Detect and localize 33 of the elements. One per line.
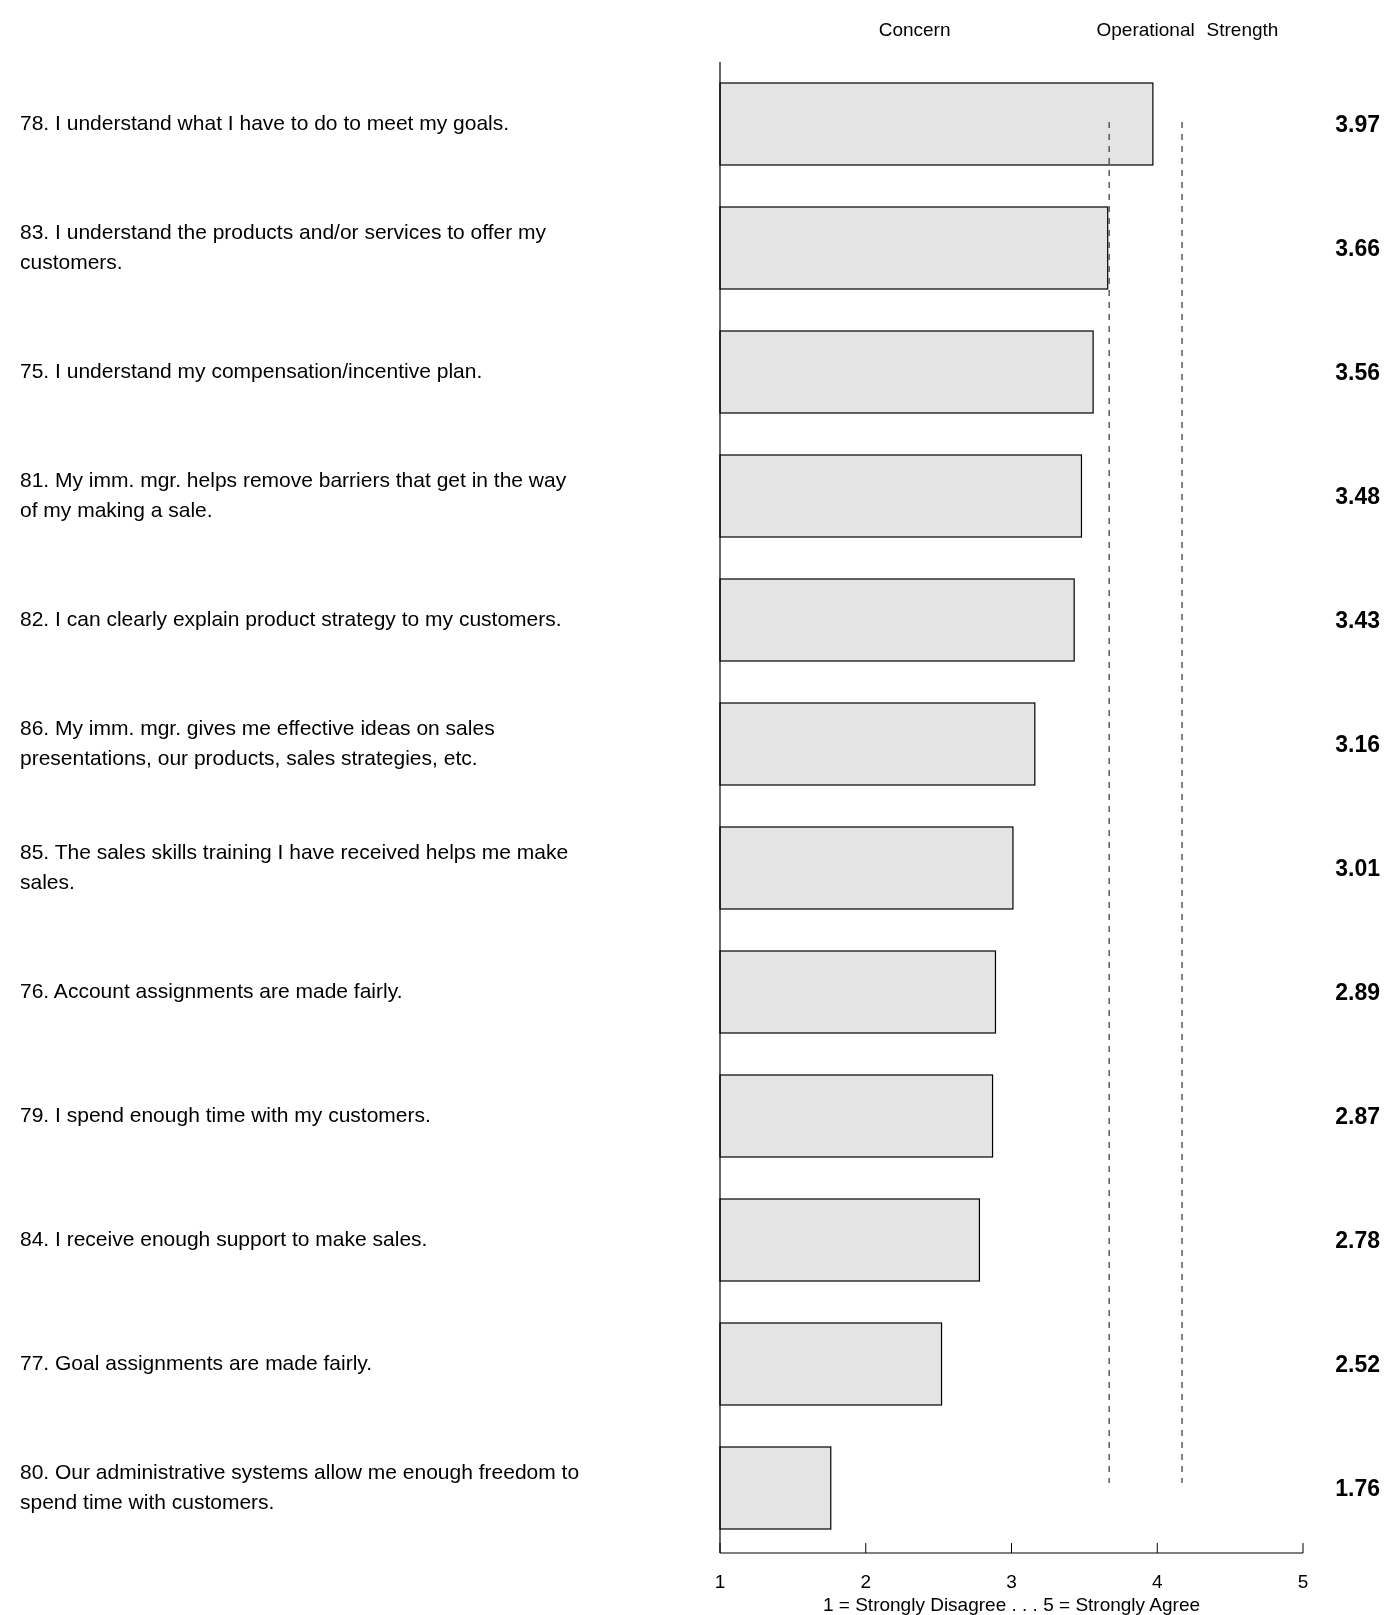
- data-label: 3.66: [1335, 235, 1380, 261]
- y-tick-label: 77. Goal assignments are made fairly.: [20, 1351, 373, 1374]
- y-tick-label: 78. I understand what I have to do to meet my goals.: [20, 111, 510, 134]
- data-label: 3.97: [1335, 111, 1380, 137]
- data-label: 3.48: [1335, 483, 1381, 509]
- y-tick-label: 79. I spend enough time with my customers.: [20, 1103, 431, 1126]
- x-tick-label: 4: [1151, 1571, 1163, 1592]
- y-tick-label: 76. Account assignments are made fairly.: [20, 979, 403, 1002]
- y-tick-label: 86. My imm. mgr. gives me effective ideas on sales presentations, our products, sales strategies, etc.: [20, 716, 495, 769]
- x-tick-label: 2: [860, 1571, 872, 1592]
- text: Operational: [1096, 19, 1195, 40]
- text: Concern: [878, 19, 951, 40]
- data-label: 2.89: [1335, 979, 1380, 1005]
- data-label: 3.01: [1335, 855, 1381, 881]
- x-tick-label: 3: [1006, 1571, 1017, 1592]
- x-tick-label: 1: [714, 1571, 726, 1592]
- text: Strength: [1206, 19, 1279, 40]
- y-tick-label: 81. My imm. mgr. helps remove barriers that get in the way of my making a sale.: [20, 468, 567, 521]
- data-label: 1.76: [1335, 1475, 1380, 1501]
- data-label: 3.43: [1335, 607, 1380, 633]
- y-tick-label: 75. I understand my compensation/incentive plan.: [20, 359, 483, 382]
- y-tick-label: 82. I can clearly explain product strategy to my customers.: [20, 607, 562, 630]
- x-axis-title: 1 = Strongly Disagree . . . 5 = Strongly Agree: [822, 1594, 1201, 1615]
- data-label: 2.78: [1335, 1227, 1381, 1253]
- y-tick-label: 85. The sales skills training I have received helps me make sales.: [20, 840, 569, 893]
- data-label: 3.56: [1335, 359, 1380, 385]
- y-tick-label: 80. Our administrative systems allow me enough freedom to spend time with customers.: [20, 1460, 580, 1513]
- x-tick-label: 5: [1297, 1571, 1309, 1592]
- data-label: 2.52: [1335, 1351, 1380, 1377]
- y-tick-label: 84. I receive enough support to make sales.: [20, 1227, 428, 1250]
- data-label: 2.87: [1335, 1103, 1380, 1129]
- data-label: 3.16: [1335, 731, 1380, 757]
- y-tick-label: 83. I understand the products and/or services to offer my customers.: [20, 220, 547, 273]
